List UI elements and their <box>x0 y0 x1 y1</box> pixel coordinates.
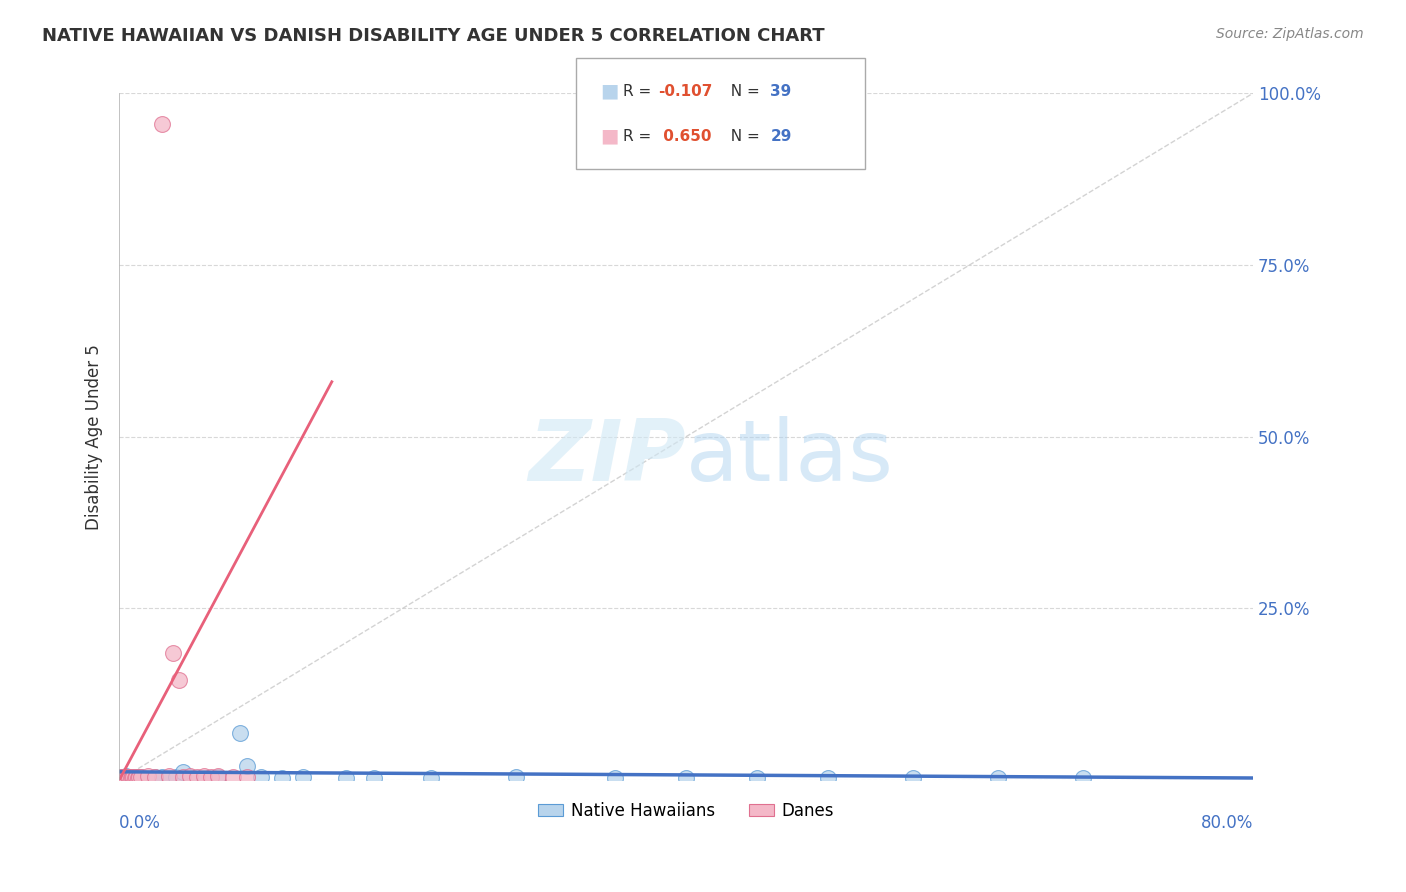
Point <box>157 771 180 785</box>
Point <box>179 769 201 783</box>
Point <box>817 771 839 785</box>
Point <box>112 770 135 784</box>
Point <box>193 771 215 785</box>
Point <box>236 770 259 784</box>
Point <box>150 117 173 131</box>
Point <box>136 769 159 783</box>
Point <box>179 770 201 784</box>
Point <box>207 769 229 783</box>
Text: 39: 39 <box>770 84 792 99</box>
Text: ZIP: ZIP <box>529 416 686 499</box>
Point <box>167 673 190 688</box>
Point <box>150 770 173 784</box>
Point <box>162 646 184 660</box>
Point <box>186 770 208 784</box>
Point <box>110 770 132 784</box>
Legend: Native Hawaiians, Danes: Native Hawaiians, Danes <box>531 796 841 827</box>
Point <box>120 771 142 785</box>
Text: ■: ■ <box>600 82 619 101</box>
Point <box>128 770 150 784</box>
Text: 0.650: 0.650 <box>658 128 711 144</box>
Point <box>125 770 148 784</box>
Point <box>157 769 180 783</box>
Point <box>207 770 229 784</box>
Text: R =: R = <box>623 128 657 144</box>
Text: ■: ■ <box>600 127 619 145</box>
Point <box>124 771 146 785</box>
Point <box>200 770 222 784</box>
Point <box>143 770 166 784</box>
Text: 29: 29 <box>770 128 792 144</box>
Point <box>110 770 132 784</box>
Point <box>165 770 187 784</box>
Point <box>129 770 152 784</box>
Point <box>121 770 143 784</box>
Point <box>901 771 924 785</box>
Point <box>129 770 152 784</box>
Point <box>118 770 141 784</box>
Text: 80.0%: 80.0% <box>1201 814 1253 832</box>
Point <box>675 771 697 785</box>
Point <box>236 759 259 773</box>
Point <box>221 770 243 784</box>
Point <box>117 770 139 784</box>
Text: atlas: atlas <box>686 416 894 499</box>
Point <box>193 769 215 783</box>
Point <box>1071 771 1094 785</box>
Point <box>172 770 194 784</box>
Point <box>128 770 150 784</box>
Point <box>271 771 294 785</box>
Point <box>505 770 527 784</box>
Point <box>605 771 627 785</box>
Point <box>987 771 1010 785</box>
Text: N =: N = <box>721 84 765 99</box>
Point <box>118 770 141 784</box>
Point <box>115 771 138 785</box>
Point <box>117 771 139 785</box>
Y-axis label: Disability Age Under 5: Disability Age Under 5 <box>86 343 103 530</box>
Point <box>122 770 145 784</box>
Point <box>124 771 146 785</box>
Point <box>363 771 385 785</box>
Point <box>122 770 145 784</box>
Text: N =: N = <box>721 128 765 144</box>
Point <box>420 771 443 785</box>
Point <box>114 770 136 784</box>
Point <box>111 771 134 785</box>
Point <box>125 770 148 784</box>
Point <box>143 770 166 784</box>
Text: R =: R = <box>623 84 657 99</box>
Point <box>335 771 357 785</box>
Point <box>120 770 142 784</box>
Text: Source: ZipAtlas.com: Source: ZipAtlas.com <box>1216 27 1364 41</box>
Point <box>121 771 143 785</box>
Text: -0.107: -0.107 <box>658 84 713 99</box>
Point <box>114 772 136 786</box>
Text: NATIVE HAWAIIAN VS DANISH DISABILITY AGE UNDER 5 CORRELATION CHART: NATIVE HAWAIIAN VS DANISH DISABILITY AGE… <box>42 27 825 45</box>
Text: 0.0%: 0.0% <box>120 814 162 832</box>
Point <box>112 770 135 784</box>
Point <box>111 771 134 785</box>
Point <box>250 770 273 784</box>
Point <box>127 771 149 785</box>
Point <box>115 769 138 783</box>
Point <box>745 771 768 785</box>
Point <box>127 771 149 785</box>
Point <box>228 726 250 740</box>
Point <box>292 770 315 784</box>
Point <box>172 764 194 779</box>
